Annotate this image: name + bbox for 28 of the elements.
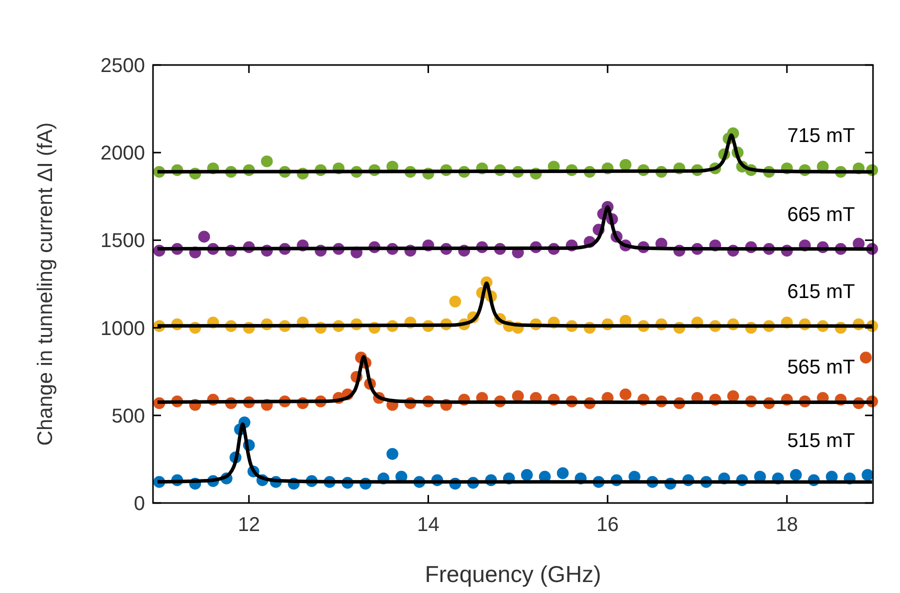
point (860, 352, 872, 364)
point (449, 296, 462, 308)
y-tick-label: 2500 (100, 55, 145, 77)
point (620, 388, 632, 400)
x-axis-title: Frequency (GHz) (424, 561, 602, 587)
series-label: 715 mT (787, 125, 855, 148)
y-tick-label: 2000 (100, 142, 145, 165)
x-tick-label: 16 (596, 514, 619, 536)
y-tick-label: 500 (112, 405, 145, 428)
point (556, 467, 569, 480)
point (260, 155, 273, 168)
point (790, 469, 802, 481)
point (386, 448, 398, 460)
point (862, 469, 874, 481)
y-axis-title: Change in tunneling current ΔI (fA) (34, 122, 57, 446)
series-label: 665 mT (787, 204, 855, 226)
point (620, 158, 632, 171)
y-tick-label: 1500 (100, 230, 145, 252)
point (520, 469, 533, 481)
series-label: 565 mT (787, 356, 855, 378)
point (198, 230, 210, 243)
y-tick-label: 0 (134, 493, 145, 515)
series-label: 515 mT (787, 430, 855, 452)
x-tick-label: 18 (776, 514, 798, 536)
y-tick-label: 1000 (100, 318, 145, 340)
series-label: 615 mT (787, 281, 855, 304)
x-tick-label: 14 (417, 514, 440, 536)
x-tick-label: 12 (238, 514, 260, 536)
